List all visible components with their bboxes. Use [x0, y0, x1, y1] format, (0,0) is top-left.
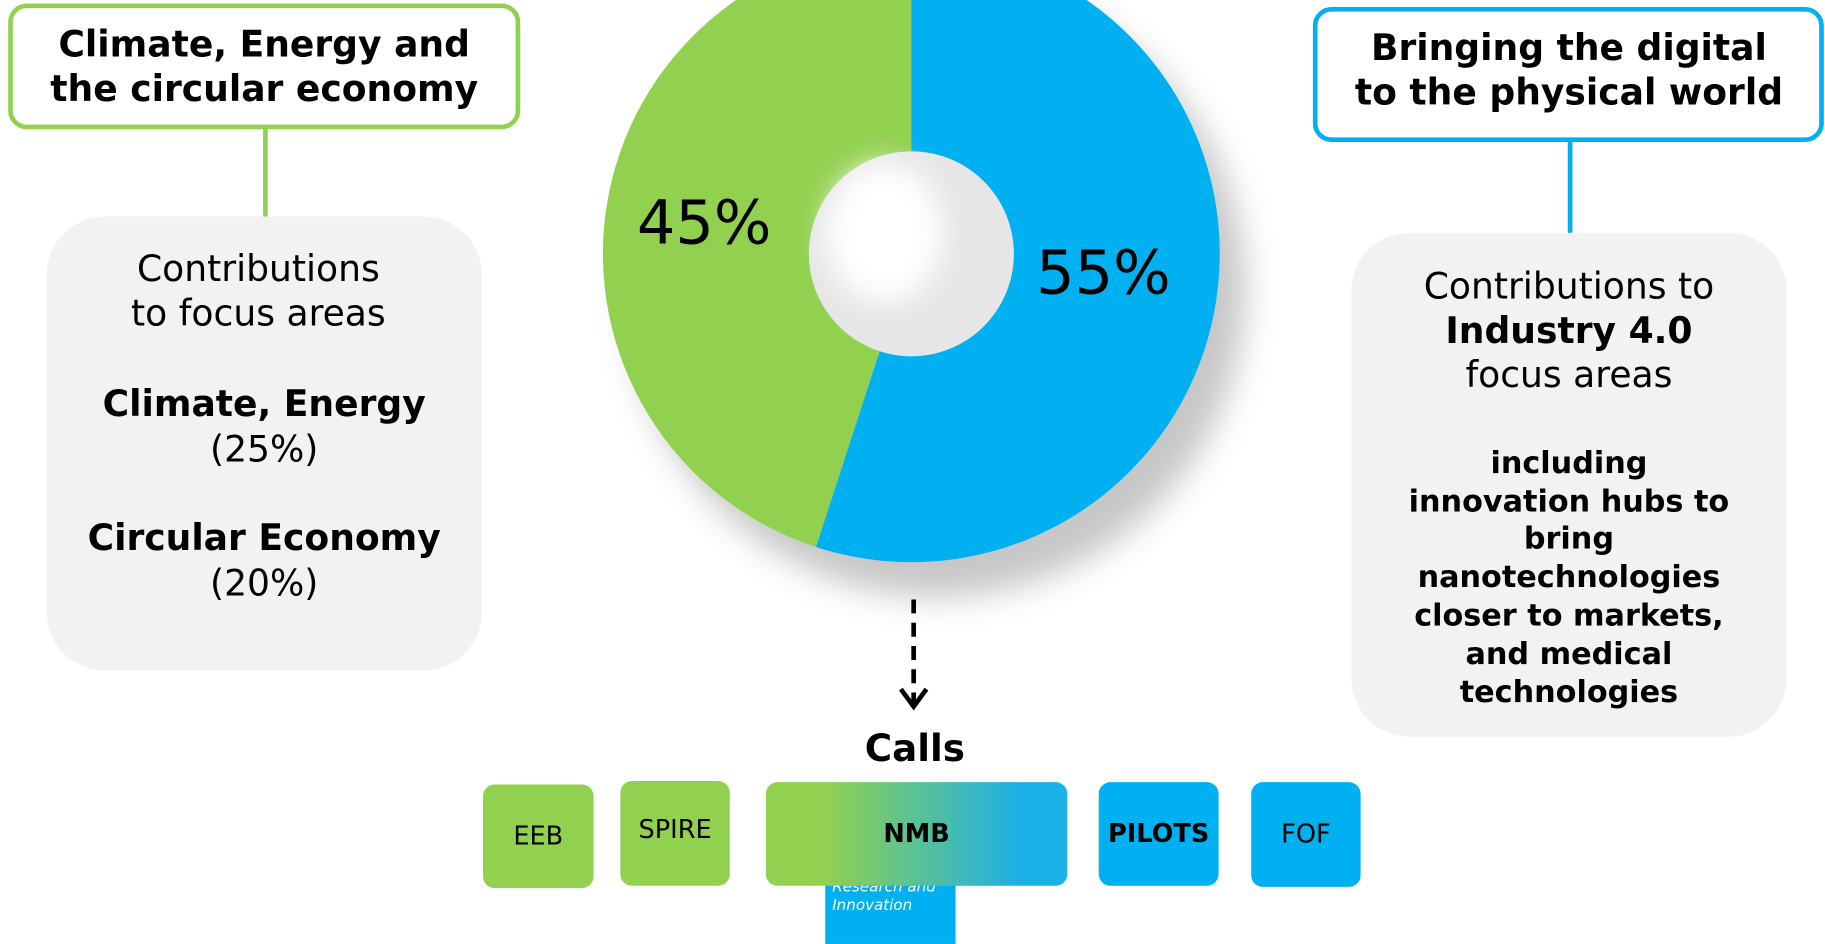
- call-box: [620, 781, 730, 886]
- left-panel: [46, 216, 482, 671]
- value-label: 55%: [1036, 239, 1171, 309]
- call-box: [1251, 782, 1361, 887]
- item-name: Circular Economy: [88, 517, 441, 559]
- call-box: [1098, 782, 1219, 886]
- text-line: to the physical world: [1355, 71, 1783, 113]
- text-line: to focus areas: [131, 292, 386, 334]
- arrow-head: [898, 687, 929, 711]
- text-line: innovation hubs to: [1409, 484, 1730, 519]
- donut-slice: [816, 0, 1220, 563]
- text-line: Bringing the digital: [1371, 27, 1767, 69]
- text-line: Industry 4.0: [1445, 310, 1692, 352]
- call-box: [765, 782, 1068, 886]
- text-line: technologies: [1460, 675, 1678, 710]
- text-line: Climate, Energy and: [58, 24, 469, 66]
- text-line: and medical: [1465, 637, 1672, 672]
- item-name: Climate, Energy: [103, 383, 426, 425]
- call-label: PILOTS: [1108, 819, 1209, 849]
- calls-title: Calls: [865, 726, 965, 770]
- note-text: Innovation: [832, 896, 912, 914]
- call-label: FOF: [1281, 820, 1331, 850]
- text-line: nanotechnologies: [1418, 560, 1721, 595]
- text-line: the circular economy: [50, 68, 478, 110]
- calls-row: EEB SPIRE NMB PILOTS FOF: [483, 781, 1361, 889]
- call-label: EEB: [513, 821, 563, 851]
- call-box: [483, 784, 594, 889]
- text-line: closer to markets,: [1414, 598, 1723, 633]
- value-label: 45%: [637, 189, 772, 259]
- item-share: (25%): [210, 429, 318, 471]
- donut-hole-shade: [826, 162, 943, 303]
- call-label: NMB: [883, 819, 949, 849]
- donut-slice: [602, 0, 912, 548]
- call-label: SPIRE: [638, 815, 711, 845]
- text-line: Contributions: [137, 248, 380, 290]
- text-line: focus areas: [1465, 354, 1672, 396]
- item-share: (20%): [210, 562, 318, 604]
- text-line: Contributions to: [1424, 266, 1715, 308]
- right-panel: [1351, 232, 1787, 737]
- text-line: including: [1490, 446, 1647, 481]
- text-line: bring: [1524, 522, 1614, 557]
- donut-chart: [602, 0, 1220, 563]
